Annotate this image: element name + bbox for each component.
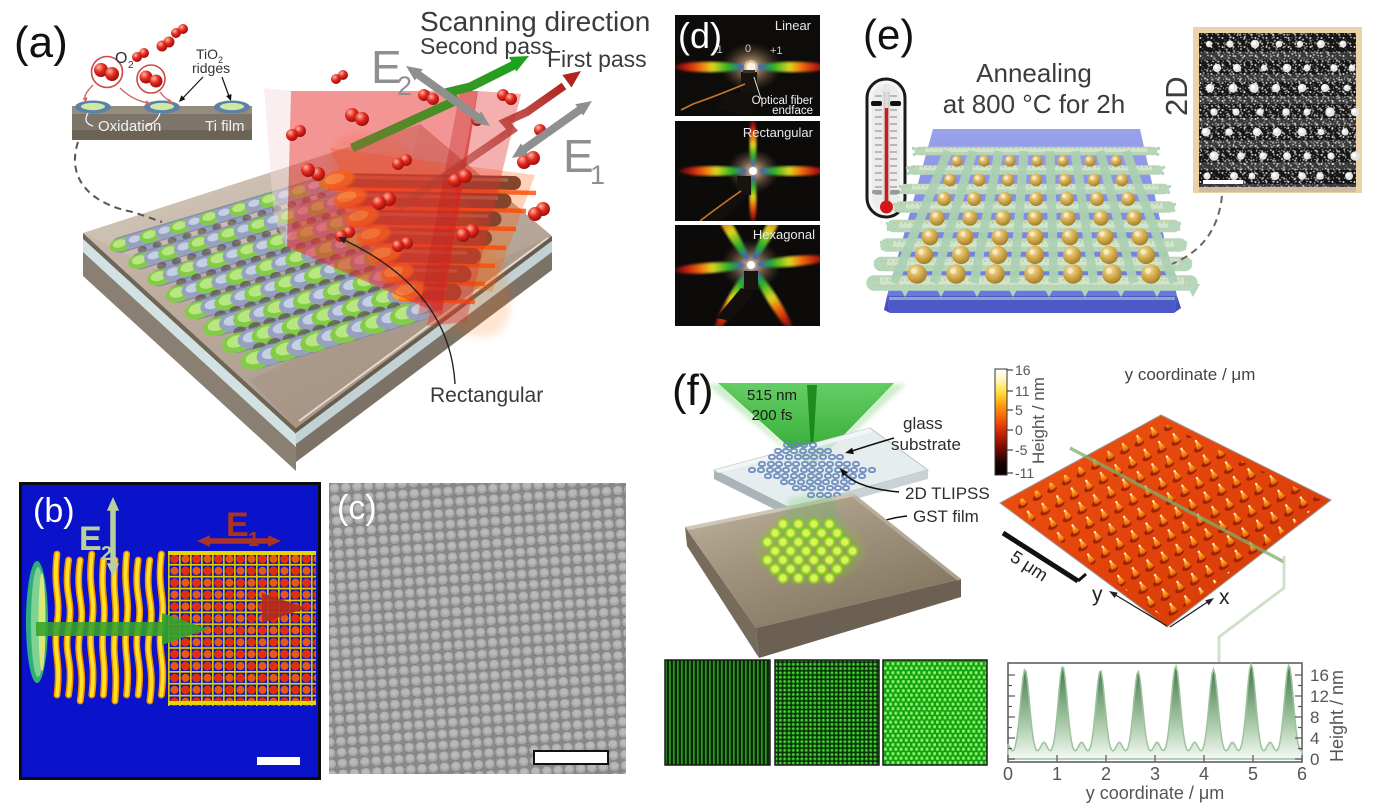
svg-text:E: E bbox=[79, 520, 102, 558]
svg-text:Hexagonal: Hexagonal bbox=[753, 227, 815, 242]
svg-text:515 nm: 515 nm bbox=[747, 387, 797, 404]
svg-text:8: 8 bbox=[1310, 708, 1319, 727]
svg-text:2D: 2D bbox=[1159, 76, 1194, 116]
svg-text:2: 2 bbox=[128, 60, 134, 71]
svg-text:x: x bbox=[1219, 586, 1230, 609]
svg-text:200 fs: 200 fs bbox=[752, 407, 793, 424]
svg-text:(d): (d) bbox=[678, 15, 722, 56]
svg-text:endface: endface bbox=[772, 105, 813, 117]
svg-text:1: 1 bbox=[1052, 764, 1062, 784]
svg-text:Optical fiber: Optical fiber bbox=[752, 95, 814, 107]
svg-text:4: 4 bbox=[1199, 764, 1209, 784]
svg-text:Annealing: Annealing bbox=[976, 58, 1092, 88]
svg-text:(c): (c) bbox=[337, 489, 377, 527]
svg-text:y coordinate / μm: y coordinate / μm bbox=[1125, 365, 1256, 384]
svg-text:16: 16 bbox=[1015, 362, 1031, 378]
svg-text:y coordinate / μm: y coordinate / μm bbox=[1086, 783, 1224, 803]
svg-text:E: E bbox=[563, 130, 594, 182]
svg-text:2: 2 bbox=[101, 543, 112, 565]
svg-text:2: 2 bbox=[1101, 764, 1111, 784]
svg-text:2D TLIPSS: 2D TLIPSS bbox=[905, 484, 990, 503]
svg-text:Oxidation: Oxidation bbox=[98, 118, 161, 135]
svg-text:First pass: First pass bbox=[547, 46, 647, 72]
svg-text:0: 0 bbox=[1015, 422, 1023, 438]
svg-text:Rectangular: Rectangular bbox=[430, 384, 543, 407]
svg-text:Linear: Linear bbox=[775, 18, 812, 33]
svg-text:12: 12 bbox=[1310, 687, 1329, 706]
svg-text:4: 4 bbox=[1310, 729, 1319, 748]
svg-text:(b): (b) bbox=[33, 492, 75, 530]
svg-text:11: 11 bbox=[1015, 383, 1030, 399]
svg-text:0: 0 bbox=[1310, 750, 1319, 769]
svg-text:-11: -11 bbox=[1015, 465, 1034, 481]
svg-text:-1: -1 bbox=[713, 44, 723, 56]
svg-text:E: E bbox=[371, 41, 402, 93]
svg-text:0: 0 bbox=[745, 43, 751, 55]
svg-text:0: 0 bbox=[1003, 764, 1013, 784]
svg-text:substrate: substrate bbox=[891, 435, 961, 454]
svg-text:2: 2 bbox=[397, 71, 412, 101]
svg-text:at 800 °C for 2h: at 800 °C for 2h bbox=[943, 89, 1125, 119]
svg-text:E: E bbox=[226, 506, 249, 544]
svg-text:Rectangular: Rectangular bbox=[743, 125, 814, 140]
svg-text:Height / nm: Height / nm bbox=[1327, 670, 1347, 762]
svg-text:O: O bbox=[115, 50, 127, 67]
svg-text:16: 16 bbox=[1310, 666, 1329, 685]
svg-text:(a): (a) bbox=[14, 18, 68, 67]
svg-text:(f): (f) bbox=[672, 366, 714, 415]
svg-text:TiO: TiO bbox=[196, 46, 218, 62]
svg-text:-5: -5 bbox=[1015, 442, 1028, 458]
svg-text:(e): (e) bbox=[863, 11, 914, 58]
svg-text:+1: +1 bbox=[770, 45, 783, 57]
svg-text:5: 5 bbox=[1015, 402, 1023, 418]
svg-text:glass: glass bbox=[903, 414, 943, 433]
svg-text:GST film: GST film bbox=[913, 507, 979, 526]
svg-text:1: 1 bbox=[590, 160, 605, 190]
svg-text:Height / nm: Height / nm bbox=[1029, 377, 1048, 464]
svg-text:Second pass: Second pass bbox=[420, 33, 553, 59]
svg-text:Scanning direction: Scanning direction bbox=[420, 6, 650, 37]
svg-text:ridges: ridges bbox=[192, 60, 230, 76]
svg-text:5: 5 bbox=[1248, 764, 1258, 784]
svg-text:2: 2 bbox=[218, 55, 223, 65]
svg-text:6: 6 bbox=[1297, 764, 1307, 784]
svg-text:3: 3 bbox=[1150, 764, 1160, 784]
svg-text:Ti film: Ti film bbox=[205, 118, 244, 135]
svg-text:y: y bbox=[1092, 583, 1103, 606]
